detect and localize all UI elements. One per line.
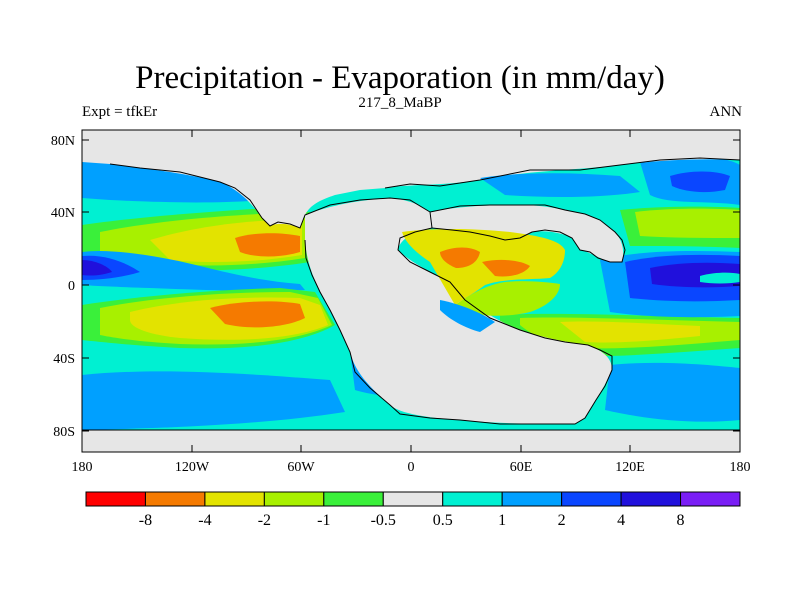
lat-tick-40n: 40N <box>51 206 75 221</box>
colorbar-label: 4 <box>617 512 625 529</box>
page-title: Precipitation - Evaporation (in mm/day) <box>135 60 665 96</box>
colorbar-label: -8 <box>139 512 152 529</box>
coastline-americas <box>261 197 613 425</box>
latitude-axis <box>82 139 740 432</box>
lat-tick-80s: 80S <box>53 425 75 440</box>
colorbar-swatch <box>680 491 741 507</box>
lon-tick-0: 0 <box>408 460 415 475</box>
colorbar-label: -4 <box>198 512 211 529</box>
orange-africa <box>440 247 480 268</box>
coastlines <box>82 157 740 431</box>
longitude-axis <box>81 130 741 452</box>
yellow-africa <box>402 229 565 305</box>
colorbar-swatch <box>561 491 622 507</box>
blue-equatorial-pacific <box>82 250 305 291</box>
orange-arabia <box>482 259 530 277</box>
colorbar-label: 1 <box>498 512 506 529</box>
cyan-warm-pool-core <box>700 272 740 284</box>
colorbar-label: -2 <box>258 512 271 529</box>
lat-tick-0: 0 <box>68 279 75 294</box>
season-label: ANN <box>709 104 743 120</box>
lon-tick-120e: 120E <box>615 460 645 475</box>
colorbar-label: -0.5 <box>371 512 396 529</box>
lon-tick-180-east: 180 <box>730 460 751 475</box>
darkblue-north-pacific-west <box>670 171 730 193</box>
experiment-age-label: 217_8_MaBP <box>358 95 442 111</box>
colorbar-swatch <box>204 491 265 507</box>
colorbar-swatch <box>263 491 325 507</box>
colorbar-label: 8 <box>677 512 685 529</box>
orange-north-pacific <box>235 233 300 257</box>
coastline-arctic <box>109 163 263 219</box>
blue-southern-ocean <box>82 371 345 430</box>
colorbar: -8 -4 -2 -1 -0.5 0.5 1 2 4 8 <box>85 491 741 529</box>
eurasia-land <box>430 205 624 262</box>
colorbar-swatch <box>442 491 503 507</box>
lat-tick-80n: 80N <box>51 134 75 149</box>
blue-southern-indian <box>605 362 740 422</box>
orange-south-pacific <box>210 301 305 328</box>
blue-tropical-atlantic <box>440 300 495 332</box>
colorbar-label: 0.5 <box>433 512 453 529</box>
north-america-land <box>82 130 740 228</box>
lightgreen-west-pacific-north <box>635 208 740 238</box>
blue-north-atlantic-storm <box>480 173 640 197</box>
coastline-north <box>384 157 740 189</box>
experiment-id-label: Expt = tfkEr <box>82 104 158 120</box>
lightgreen-africa <box>455 281 560 316</box>
colorbar-swatch <box>501 491 563 507</box>
lon-tick-180-west: 180 <box>72 460 93 475</box>
antarctic-land <box>82 430 740 452</box>
colorbar-swatch <box>620 491 682 507</box>
yellow-indian-south <box>560 321 700 343</box>
map-field <box>82 130 740 452</box>
lat-tick-40s: 40S <box>53 352 75 367</box>
navy-equatorial-pacific <box>82 260 112 276</box>
lon-tick-60w: 60W <box>287 460 315 475</box>
colorbar-swatch <box>144 491 206 507</box>
coastline-eurasia <box>429 204 626 263</box>
lon-tick-120w: 120W <box>175 460 210 475</box>
lon-tick-60e: 60E <box>510 460 533 475</box>
colorbar-swatch <box>382 491 444 507</box>
colorbar-label: 2 <box>558 512 566 529</box>
colorbar-swatch <box>323 491 384 507</box>
colorbar-swatch <box>85 491 146 507</box>
colorbar-label: -1 <box>317 512 330 529</box>
